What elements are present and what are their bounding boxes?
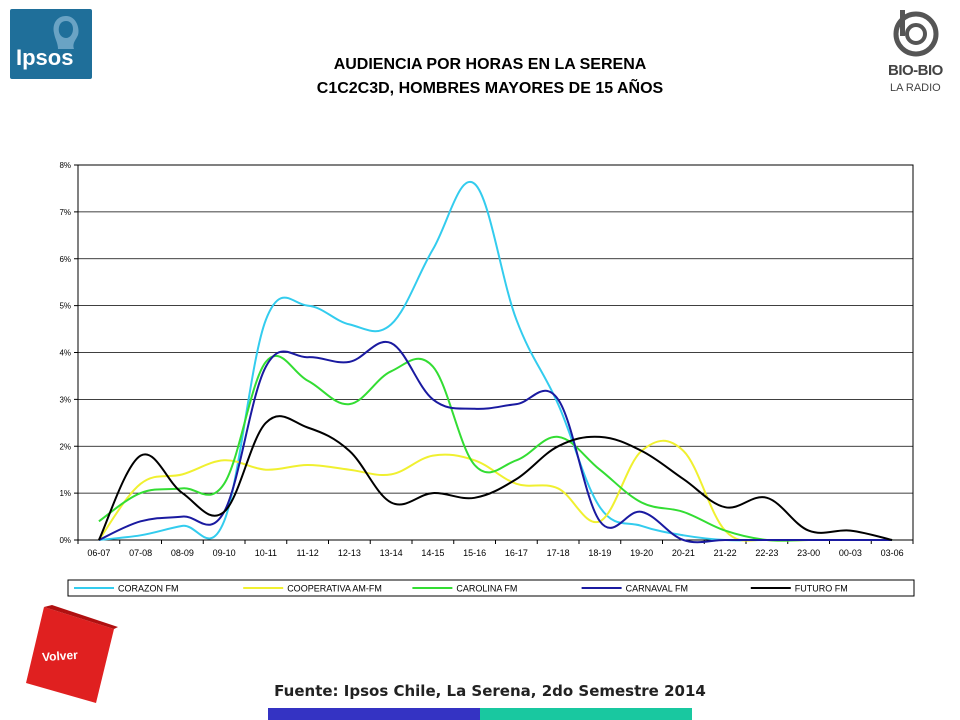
y-tick-label: 8%	[59, 161, 71, 170]
legend-label: FUTURO FM	[795, 584, 848, 594]
biobio-logo: BIO-BIO LA RADIO	[880, 6, 952, 98]
biobio-name: BIO-BIO	[888, 62, 943, 79]
x-tick-label: 16-17	[505, 548, 528, 558]
x-tick-label: 09-10	[213, 548, 236, 558]
x-tick-label: 11-12	[296, 548, 318, 558]
footer-bar-green	[480, 708, 692, 720]
x-tick-label: 22-23	[755, 548, 778, 558]
volver-arrow-icon	[26, 605, 118, 703]
x-tick-label: 08-09	[171, 548, 194, 558]
x-tick-label: 15-16	[463, 548, 486, 558]
x-tick-label: 00-03	[839, 548, 862, 558]
y-tick-label: 7%	[59, 208, 71, 217]
series-line-2	[98, 354, 893, 542]
y-tick-label: 2%	[59, 442, 71, 451]
legend-label: COOPERATIVA AM-FM	[287, 584, 382, 594]
ipsos-head-icon	[53, 16, 79, 49]
legend-label: CAROLINA FM	[456, 584, 517, 594]
y-tick-label: 6%	[59, 255, 71, 264]
footer-bar-blue	[268, 708, 480, 720]
ipsos-logo: Ipsos	[10, 9, 92, 79]
x-tick-label: 17-18	[547, 548, 570, 558]
y-tick-label: 1%	[59, 489, 71, 498]
y-tick-label: 4%	[59, 349, 71, 358]
source-note: Fuente: Ipsos Chile, La Serena, 2do Seme…	[274, 682, 706, 700]
chart-title-line1: AUDIENCIA POR HORAS EN LA SERENA	[333, 56, 647, 73]
x-tick-label: 07-08	[129, 548, 152, 558]
ipsos-wordmark: Ipsos	[16, 45, 74, 70]
biobio-tagline: LA RADIO	[890, 82, 941, 94]
x-tick-label: 20-21	[672, 548, 695, 558]
series-line-3	[98, 340, 893, 544]
x-tick-label: 12-13	[338, 548, 361, 558]
x-tick-label: 10-11	[255, 548, 277, 558]
legend-label: CARNAVAL FM	[626, 584, 688, 594]
x-tick-label: 21-22	[714, 548, 737, 558]
x-tick-label: 18-19	[588, 548, 611, 558]
x-tick-label: 06-07	[87, 548, 110, 558]
y-tick-label: 5%	[59, 302, 71, 311]
biobio-radio-icon	[893, 10, 939, 57]
volver-button[interactable]: Volver	[22, 605, 118, 705]
chart-title-line2: C1C2C3D, HOMBRES MAYORES DE 15 AÑOS	[316, 80, 664, 97]
y-tick-label: 3%	[59, 395, 71, 404]
x-tick-label: 19-20	[630, 548, 653, 558]
volver-label: Volver	[41, 647, 79, 665]
x-tick-label: 23-00	[797, 548, 820, 558]
legend-label: CORAZON FM	[118, 584, 179, 594]
line-chart: 0% 1% 2% 3% 4% 5% 6% 7% 8% 06-07 07-08 08-09 09-10 10…	[59, 161, 915, 597]
x-tick-label: 13-14	[380, 548, 403, 558]
x-tick-label: 14-15	[421, 548, 444, 558]
legend-box	[67, 579, 915, 597]
x-tick-label: 03-06	[881, 548, 904, 558]
series-line-4	[98, 415, 893, 541]
y-tick-label: 0%	[59, 536, 71, 545]
